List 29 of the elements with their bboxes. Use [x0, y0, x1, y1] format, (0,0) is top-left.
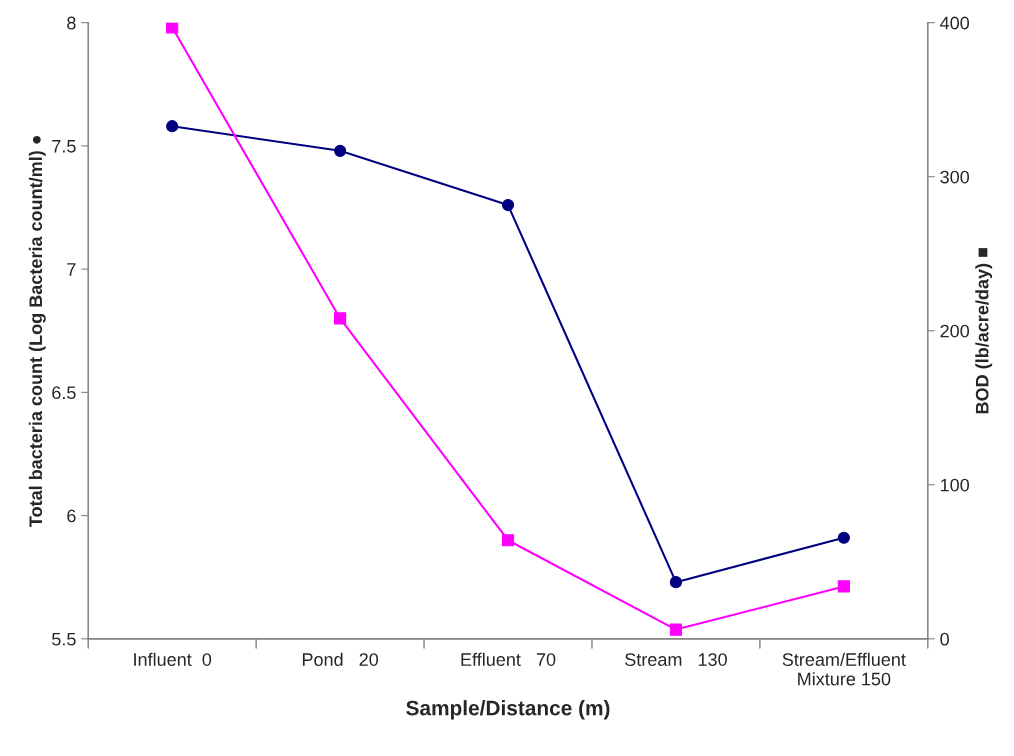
point	[334, 312, 347, 325]
point	[334, 144, 347, 157]
x-tick-label: Influent 0	[134, 652, 212, 666]
y-tick-label: 7	[67, 263, 76, 276]
point	[166, 22, 179, 34]
point	[837, 580, 850, 593]
x-tick-label: Stream/Effluent Mixture 150	[782, 652, 906, 686]
y-tick-label: 6	[67, 509, 76, 523]
x-tick-label: Stream 130	[625, 653, 727, 666]
point	[501, 198, 515, 212]
y-tick-label: 6.5	[52, 386, 76, 400]
point	[166, 120, 179, 133]
y-tick-label: 7.5	[52, 140, 76, 153]
y2-tick-label: 400	[940, 16, 970, 30]
x-tick-label: Pond 20	[302, 652, 379, 666]
y2-axis-title: BOD (lb/acre/day) ■	[975, 248, 993, 414]
y-tick-label: 8	[67, 16, 76, 30]
y2-tick-label: 300	[940, 170, 970, 184]
point	[837, 531, 850, 544]
point	[501, 534, 515, 547]
x-tick-label: Effluent 70	[461, 652, 556, 666]
y-axis-title: Total bacteria count (Log Bacteria count/ml) ●	[28, 135, 46, 527]
y2-tick-label: 0	[940, 632, 949, 646]
point	[669, 576, 683, 589]
x-axis-title: Sample/Distance (m)	[406, 700, 610, 720]
point	[669, 623, 683, 636]
y2-tick-label: 100	[940, 478, 970, 492]
y-tick-label: 5.5	[52, 632, 76, 646]
y2-tick-label: 200	[940, 324, 970, 338]
